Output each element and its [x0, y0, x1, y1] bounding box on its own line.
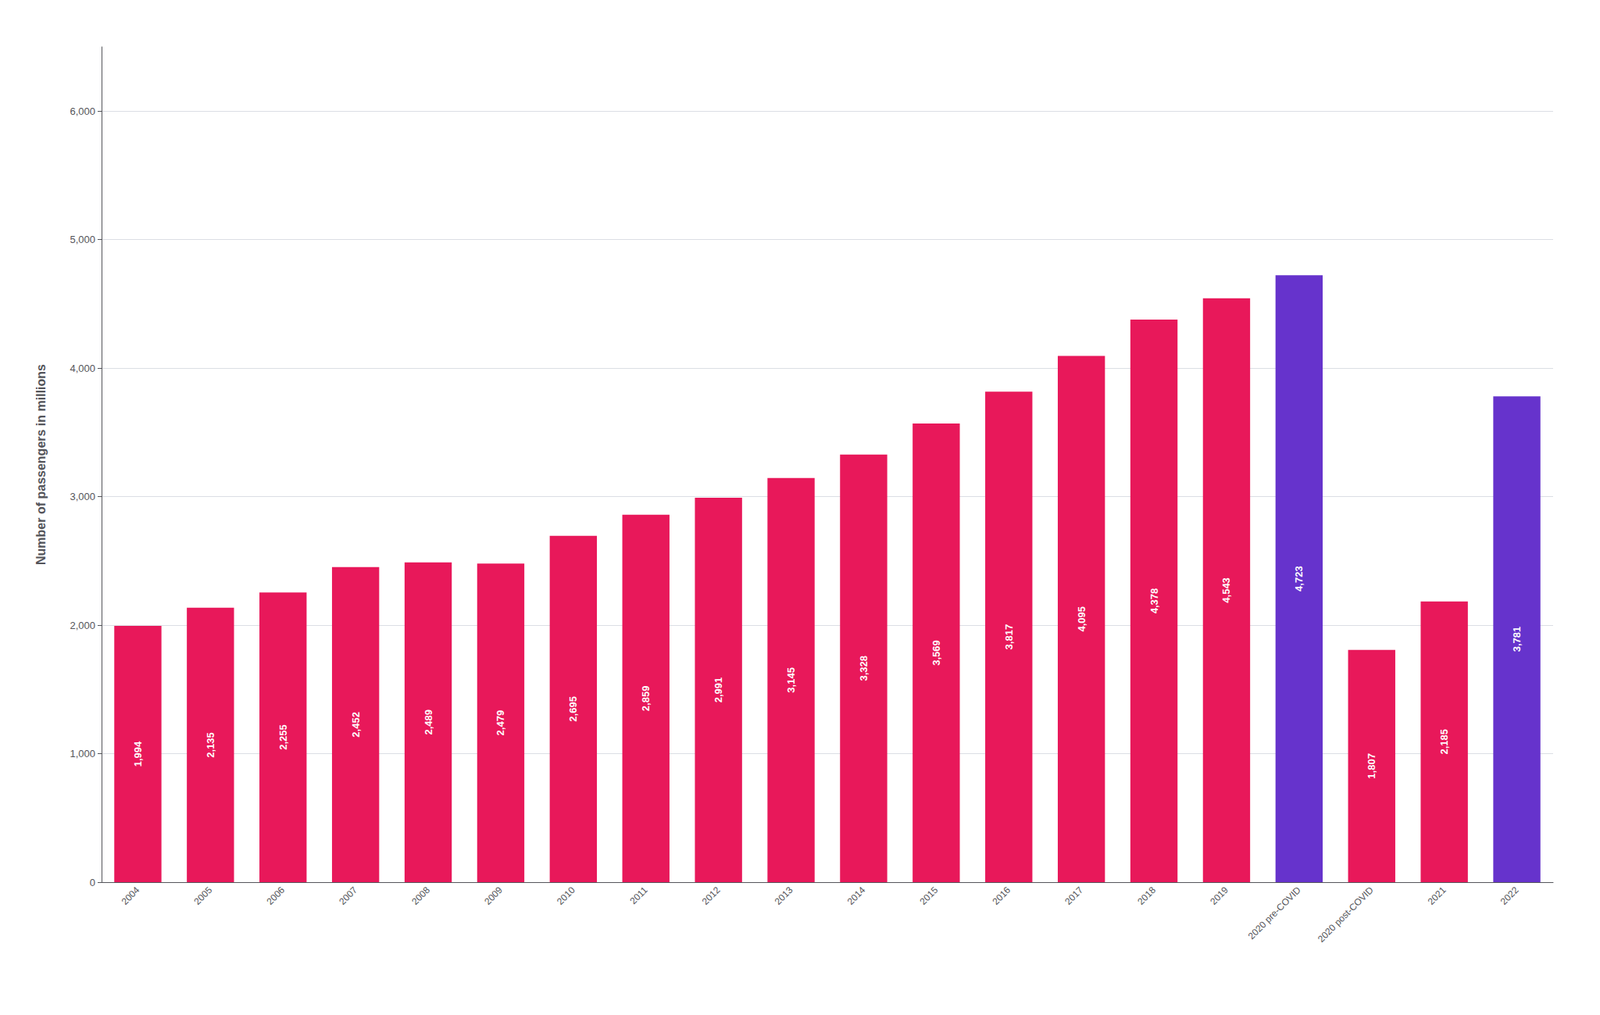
svg-text:2,991: 2,991: [712, 677, 725, 704]
svg-text:2014: 2014: [845, 884, 868, 908]
svg-text:2,185: 2,185: [1438, 728, 1450, 755]
svg-text:2,135: 2,135: [204, 732, 217, 758]
svg-text:2020 post-COVID: 2020 post-COVID: [1315, 884, 1376, 945]
svg-text:2012: 2012: [700, 884, 723, 908]
svg-text:2007: 2007: [336, 884, 360, 908]
svg-text:2022: 2022: [1498, 884, 1522, 908]
svg-text:5,000: 5,000: [69, 233, 96, 246]
svg-text:2,479: 2,479: [494, 710, 507, 736]
svg-text:2017: 2017: [1062, 884, 1086, 908]
svg-text:2,695: 2,695: [567, 696, 579, 722]
svg-text:1,807: 1,807: [1365, 753, 1378, 779]
svg-text:2013: 2013: [772, 884, 796, 908]
svg-text:2009: 2009: [482, 884, 505, 908]
svg-text:4,378: 4,378: [1148, 588, 1161, 615]
svg-text:2019: 2019: [1207, 884, 1231, 908]
svg-text:2,489: 2,489: [422, 709, 435, 736]
svg-text:3,145: 3,145: [785, 667, 797, 693]
svg-text:3,328: 3,328: [857, 655, 870, 682]
svg-text:2004: 2004: [119, 884, 143, 908]
svg-text:0: 0: [89, 876, 96, 889]
svg-text:2015: 2015: [917, 884, 941, 908]
svg-text:1,994: 1,994: [132, 740, 144, 767]
svg-text:3,781: 3,781: [1510, 626, 1523, 653]
svg-text:2,000: 2,000: [69, 619, 96, 632]
svg-text:4,543: 4,543: [1220, 577, 1233, 604]
svg-text:2020 pre-COVID: 2020 pre-COVID: [1246, 884, 1304, 942]
svg-text:4,723: 4,723: [1292, 565, 1305, 592]
svg-text:2006: 2006: [264, 884, 287, 908]
svg-text:3,817: 3,817: [1003, 624, 1015, 650]
svg-text:2010: 2010: [554, 884, 578, 908]
svg-text:Number of passengers in millio: Number of passengers in millions: [34, 364, 48, 565]
svg-text:2021: 2021: [1425, 884, 1449, 908]
svg-text:2018: 2018: [1135, 884, 1158, 908]
svg-text:2,452: 2,452: [350, 711, 362, 738]
svg-text:1,000: 1,000: [69, 747, 96, 760]
svg-text:2016: 2016: [989, 884, 1013, 908]
svg-text:3,569: 3,569: [930, 639, 943, 666]
svg-text:2011: 2011: [628, 884, 650, 907]
svg-text:2005: 2005: [192, 884, 215, 908]
svg-text:2008: 2008: [409, 884, 433, 908]
svg-text:3,000: 3,000: [69, 490, 96, 503]
svg-text:4,095: 4,095: [1075, 606, 1088, 633]
svg-text:6,000: 6,000: [69, 105, 96, 118]
svg-text:4,000: 4,000: [69, 362, 96, 375]
svg-text:2,859: 2,859: [639, 685, 652, 712]
svg-text:2,255: 2,255: [277, 724, 290, 750]
